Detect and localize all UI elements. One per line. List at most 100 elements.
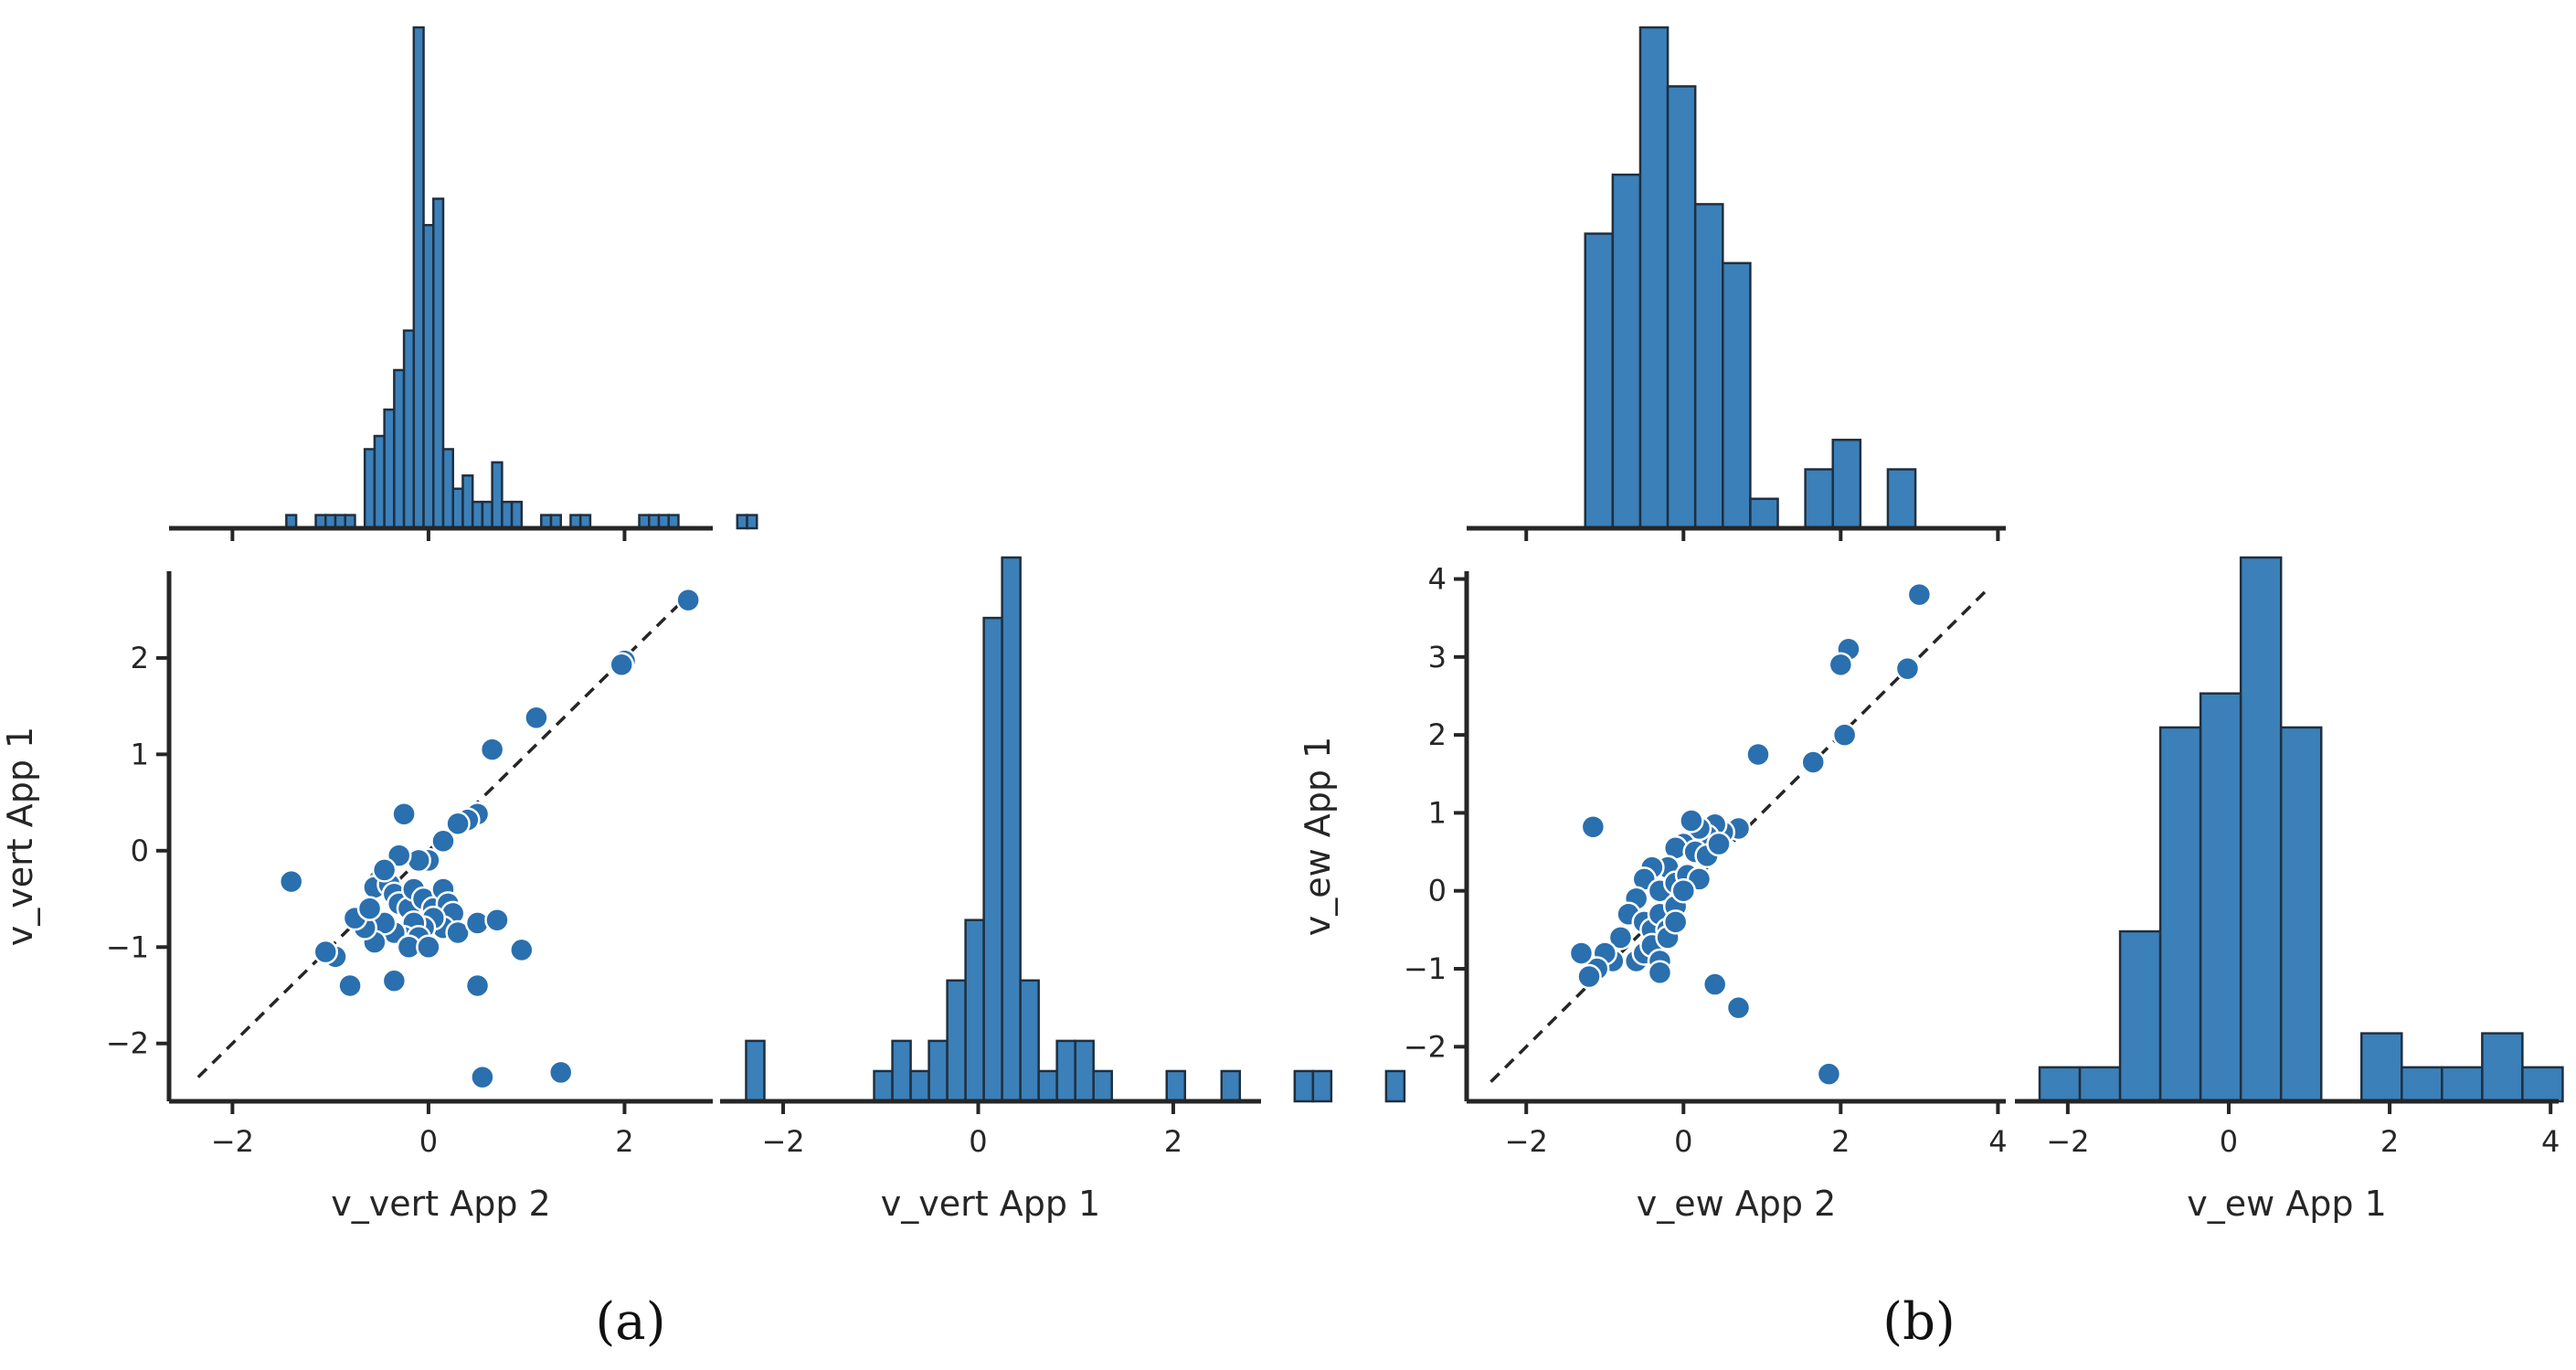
x-tick-label: −2 [211, 1124, 254, 1159]
y-tick-label: 1 [1428, 795, 1447, 830]
scatter-point [547, 1059, 574, 1086]
y-axis-label: v_vert App 1 [0, 727, 40, 946]
y-tick-label: 1 [131, 737, 149, 771]
histogram-bar [441, 448, 454, 530]
scatter-point [464, 972, 491, 999]
histogram-bar [422, 224, 435, 530]
histogram-bar [383, 408, 396, 530]
scatter-point [1580, 814, 1606, 840]
scatter-point [1706, 831, 1732, 857]
histogram-bar [1638, 26, 1670, 530]
scatter-point [1831, 722, 1858, 748]
panel-b-diagonal-histogram: −2 0 2 4 v_ew App 1 [2015, 556, 2564, 1224]
scatter-point [313, 939, 339, 965]
x-axis-label: v_ew App 2 [1637, 1184, 1837, 1224]
histogram-bar [1611, 173, 1642, 530]
histogram-bar [1165, 1069, 1187, 1103]
histogram-bar [1831, 439, 1862, 530]
x-tick-label: 2 [1164, 1124, 1182, 1159]
histogram-bar [393, 368, 406, 530]
scatter-point [509, 937, 535, 963]
scatter-point [1568, 940, 1595, 966]
histogram-bar [2279, 726, 2323, 1103]
histogram-bar [501, 500, 514, 530]
x-tick-label: 0 [419, 1124, 438, 1159]
histogram-bar [946, 979, 967, 1103]
histogram-bar [1092, 1069, 1113, 1103]
panel-label-b: (b) [1882, 1292, 1956, 1352]
histogram-bar [1584, 232, 1615, 530]
y-tick-label: 3 [1428, 640, 1447, 674]
scatter-point [1662, 909, 1689, 935]
x-axis-label: v_ew App 1 [2187, 1184, 2387, 1224]
scatter-point [1894, 655, 1921, 682]
y-tick-label: 4 [1428, 562, 1447, 597]
scatter-point [445, 811, 471, 837]
y-axis-label: v_ew App 1 [1298, 737, 1338, 937]
scatter-point [1607, 925, 1634, 951]
histogram-bar [2441, 1066, 2484, 1103]
histogram-bar [736, 514, 748, 530]
histogram-bar [1693, 203, 1724, 530]
scatter-point [1828, 652, 1854, 678]
x-tick-label: 2 [615, 1124, 633, 1159]
histogram-bar [1074, 1039, 1095, 1103]
scatter-point [430, 828, 456, 855]
histogram-bar [2199, 692, 2242, 1103]
histogram-bar [2038, 1066, 2082, 1103]
scatter-point [479, 737, 505, 762]
histogram-bar [1037, 1069, 1058, 1103]
scatter-point [278, 868, 304, 895]
x-tick-label: 2 [1831, 1124, 1850, 1159]
scatter-point [1701, 972, 1728, 997]
histogram-bar [891, 1039, 912, 1103]
x-tick-label: 0 [969, 1124, 987, 1159]
histogram-bar [2158, 726, 2202, 1103]
histogram-bar [982, 616, 1003, 1103]
histogram-bar [461, 474, 474, 530]
histogram-bar [1001, 556, 1022, 1103]
histogram-bar [1749, 497, 1779, 530]
histogram-bar [928, 1039, 949, 1103]
scatter-point [391, 801, 417, 827]
x-axis-label: v_vert App 1 [881, 1184, 1100, 1224]
histogram-bar [1666, 85, 1697, 530]
histogram-bar [510, 500, 524, 530]
scatter-point [1725, 994, 1752, 1021]
scatter-point [1745, 741, 1771, 768]
histogram-bar [2360, 1032, 2403, 1103]
x-tick-label: −2 [2046, 1124, 2089, 1159]
scatter-point [524, 705, 549, 731]
histogram-bar [909, 1069, 930, 1103]
histogram-bar [491, 461, 504, 530]
histogram-bar [964, 919, 985, 1103]
scatter-point [675, 587, 701, 613]
scatter-point [484, 907, 510, 933]
scatter-point [470, 1064, 495, 1090]
x-axis-label: v_vert App 2 [331, 1184, 550, 1224]
scatter-point [1670, 877, 1697, 904]
scatter-point [1800, 749, 1826, 775]
scatter-point [337, 972, 363, 999]
panel-a-top-histogram [169, 26, 758, 541]
scatter-point [416, 934, 441, 961]
y-tick-label: −2 [1404, 1029, 1447, 1064]
y-tick-label: 0 [131, 834, 149, 868]
y-tick-label: 0 [1428, 874, 1447, 908]
histogram-bar [471, 500, 484, 530]
panel-a-diagonal-histogram: −2 0 2 v_vert App 1 [720, 556, 1406, 1224]
histogram-bar [432, 197, 445, 530]
scatter-point [1906, 581, 1933, 608]
panel-label-a: (a) [595, 1292, 665, 1352]
histogram-bar [1311, 1069, 1333, 1103]
histogram-bar [1293, 1069, 1315, 1103]
scatter-point [1647, 960, 1673, 986]
scatter-point [1816, 1061, 1842, 1087]
x-tick-label: 2 [2380, 1124, 2399, 1159]
scatter-point [609, 652, 634, 678]
histogram-bar [745, 1039, 766, 1103]
histogram-bar [1220, 1069, 1242, 1103]
y-tick-label: 2 [131, 641, 149, 675]
y-tick-label: −2 [106, 1026, 149, 1061]
x-tick-label: 0 [2220, 1124, 2238, 1159]
